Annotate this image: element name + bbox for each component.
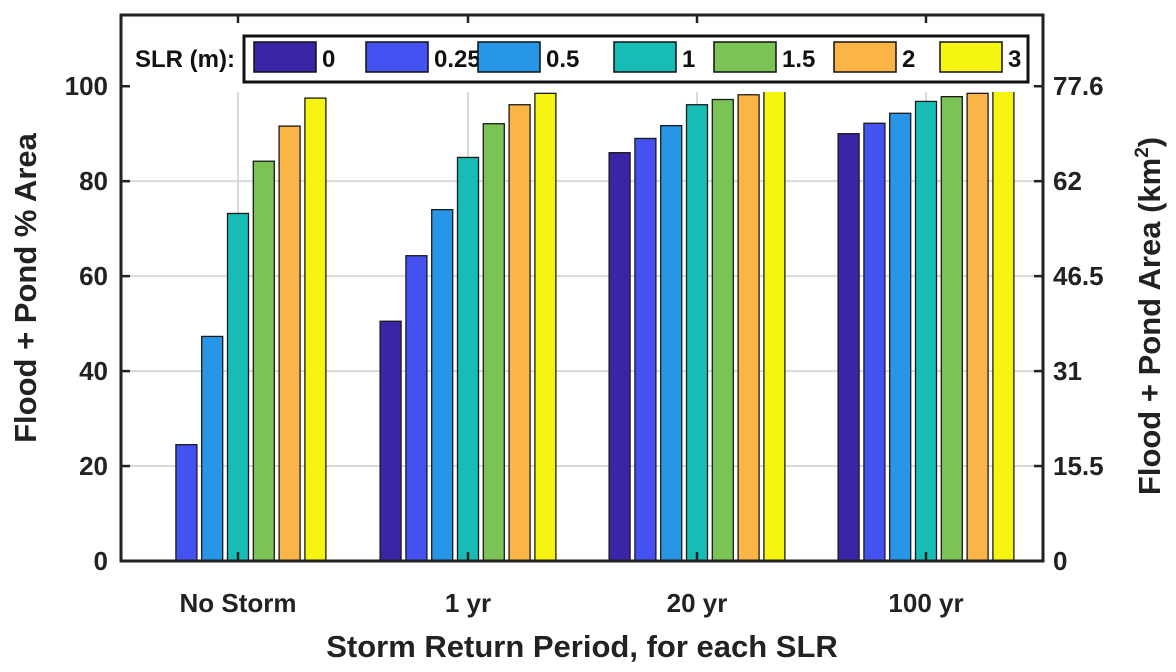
bar [175,444,198,562]
y-tick-label-left: 60 [79,261,108,291]
bar [201,335,224,562]
bar [940,96,963,562]
legend-swatch [833,41,897,73]
x-axis-title: Storm Return Period, for each SLR [326,629,838,664]
legend-title: SLR (m): [135,46,235,73]
bar [431,209,454,562]
legend-label: 1.5 [782,46,815,73]
bar [379,320,402,562]
y-tick-label-left: 80 [79,166,108,196]
legend-label: 0 [322,46,335,73]
bar [508,104,531,562]
legend-label: 3 [1008,46,1021,73]
legend-swatch [477,41,541,73]
bar [226,212,250,562]
bar [405,255,428,562]
legend-swatch [365,41,429,73]
legend-label: 0.25 [434,46,481,73]
y-axis-title-left: Flood + Pond % Area [8,132,43,443]
y-tick-label-right: 31 [1053,356,1082,386]
bar [966,92,989,562]
x-tick-label: 20 yr [667,588,728,618]
y-tick-label-left: 100 [65,71,108,101]
x-tick-label: No Storm [180,588,297,618]
bar [763,88,786,562]
legend-swatch [713,41,777,73]
y-tick-label-right: 77.6 [1053,71,1104,101]
y-tick-label-right: 15.5 [1053,451,1104,481]
y-tick-label-right: 0 [1053,546,1067,576]
bar [660,124,683,562]
legend: SLR (m): 0 0.25 0.5 1 1.5 2 3 [130,23,1032,92]
y-axis-title-right: Flood + Pond Area (km2) [1132,137,1167,495]
y-tick-label-left: 40 [79,356,108,386]
bars-layer [175,88,1015,562]
y-tick-label-right: 46.5 [1053,261,1104,291]
legend-swatch [253,41,317,73]
plot-frame [119,13,1045,563]
bar [889,112,912,562]
legend-label: 2 [902,46,915,73]
legend-swatch [613,41,677,73]
legend-swatch [939,41,1003,73]
bar [711,98,734,562]
bar [608,152,631,562]
y-tick-label-left: 0 [94,546,108,576]
bar [456,156,480,562]
bar [278,125,301,562]
legend-label: 0.5 [546,46,579,73]
bar [685,104,709,562]
bar [914,100,938,562]
bar [534,92,557,562]
bar [863,122,886,562]
bar [737,94,760,562]
bar [482,123,505,562]
y-tick-label-left: 20 [79,451,108,481]
bar [634,137,657,562]
bar [252,160,275,562]
legend-label: 1 [682,46,695,73]
bar [992,88,1015,562]
bar [304,97,327,562]
y-tick-label-right: 62 [1053,166,1082,196]
bar [837,133,860,562]
x-tick-label: 100 yr [888,588,963,618]
x-tick-label: 1 yr [445,588,491,618]
y-axis-title-right-sup: 2 [1132,147,1153,158]
y-axis-title-right-base: Flood + Pond Area (km [1132,158,1167,495]
y-axis-title-right-end: ) [1132,137,1167,147]
